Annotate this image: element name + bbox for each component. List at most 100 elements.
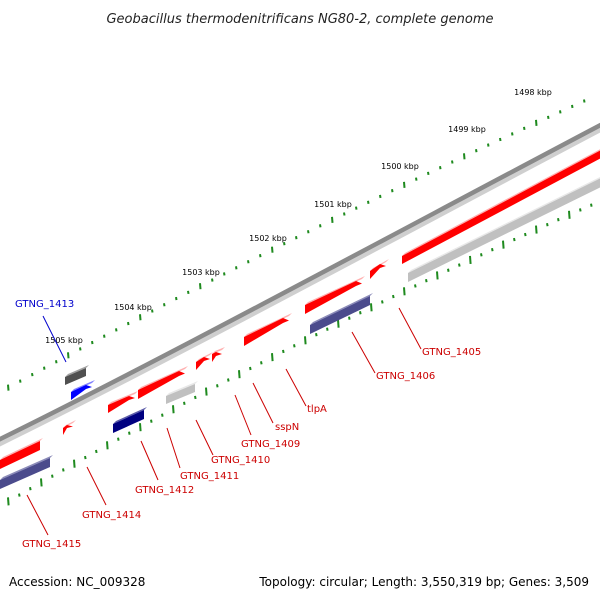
inner-tick [557,218,560,222]
ruler-tick [295,236,298,240]
inner-tick [62,468,65,472]
ruler-label-1504: 1504 kbp [114,303,152,312]
gene-label-GTNG_1409: GTNG_1409 [241,439,300,450]
ruler-tick [475,149,478,153]
inner-tick [590,203,593,207]
leader-line-sspN [252,382,274,424]
ruler-tick [271,246,274,253]
gene-label-GTNG_1405: GTNG_1405 [422,347,481,358]
inner-tick [502,240,505,249]
ruler-label-1505: 1505 kbp [45,336,83,345]
inner-tick [425,279,428,283]
inner-tick [579,208,582,212]
ruler-tick [535,119,538,126]
ruler-tick [499,137,502,142]
inner-tick [117,437,120,441]
ruler-tick [283,242,286,246]
ruler-tick [307,230,310,234]
inner-tick [436,271,439,280]
gene-block-fwd-8 [108,391,138,413]
inner-tick [381,300,384,304]
inner-tick [194,395,197,400]
inner-tick [370,303,373,312]
gene-label-GTNG_1412: GTNG_1412 [135,485,194,496]
gene-block-fwd-1 [402,149,600,264]
inner-tick [282,349,285,354]
inner-tick [304,336,307,345]
genome-summary: Topology: circular; Length: 3,550,319 bp… [258,575,589,589]
gene-block-rev-5 [0,455,53,489]
inner-tick [568,210,571,219]
gene-block-fwd-3 [305,276,365,314]
genome-title: Geobacillus thermodenitrificans NG80-2, … [106,12,493,27]
gene-features [0,149,600,489]
ruler-tick [403,181,406,188]
ruler-tick [247,260,250,264]
inner-tick [216,384,219,388]
gene-label-GTNG_1415: GTNG_1415 [22,539,81,550]
ruler-tick [511,132,514,136]
ruler-tick [367,200,370,204]
inner-tick [546,222,549,227]
leader-line-GTNG_1406 [351,331,376,374]
gene-label-sspN: sspN [275,422,299,433]
inner-tick [227,378,230,382]
gene-block-fwd-2 [370,259,389,279]
ruler-tick [487,143,490,147]
ruler-tick [43,366,46,370]
ruler-tick [79,347,82,351]
leader-line-GTNG_1410 [195,419,214,456]
inner-tick [106,441,109,450]
ruler-tick [223,272,226,276]
inner-ticks [7,203,593,506]
leader-line-GTNG_1405 [398,307,422,350]
ruler-tick [235,266,238,270]
leader-line-GTNG_1414 [86,466,107,506]
inner-tick [128,431,131,435]
ruler-labels: 1498 kbp 1499 kbp 1500 kbp 1501 kbp 1502 kbp… [45,88,552,345]
inner-tick [161,413,164,417]
gene-block-rev-2 [310,293,373,334]
inner-tick [447,268,450,272]
inner-tick [271,353,274,362]
gene-block-rev-6 [65,365,89,385]
gene-block-fwd-5 [196,352,213,370]
ruler-label-1498: 1498 kbp [514,88,552,97]
inner-tick [392,294,395,299]
ruler-ticks [7,99,586,391]
ruler-tick [451,160,454,164]
ruler-tick [139,314,142,321]
inner-tick [84,455,87,460]
ruler-tick [523,126,526,131]
gene-block-fwd-7 [138,366,188,399]
inner-tick [73,459,76,468]
inner-tick [51,474,54,478]
gene-block-fwd-10 [63,420,76,435]
ruler-tick [391,188,394,193]
ruler-tick [151,309,154,313]
backbone [0,122,600,447]
gene-label-GTNG_1414: GTNG_1414 [82,510,141,521]
inner-tick [249,366,252,371]
inner-tick [337,319,340,328]
leader-line-GTNG_1411 [166,427,181,469]
inner-tick [480,253,483,257]
gene-label-GTNG_1410: GTNG_1410 [211,455,270,466]
gene-block-rev-3 [166,381,198,404]
ruler-tick [211,278,214,282]
leader-line-GTNG_1413 [42,315,67,363]
inner-tick [348,316,351,320]
inner-tick [403,287,406,296]
ruler-label-1500: 1500 kbp [381,162,419,171]
ruler-tick [439,166,442,170]
ruler-tick [31,372,34,377]
inner-tick [183,401,186,406]
ruler-tick [67,352,70,359]
ruler-label-1503: 1503 kbp [182,268,220,277]
ruler-tick [175,296,178,301]
inner-tick [205,387,208,396]
ruler-tick [199,283,202,290]
inner-tick [524,232,527,237]
gene-label-GTNG_1413: GTNG_1413 [15,299,74,310]
inner-tick [172,405,175,414]
